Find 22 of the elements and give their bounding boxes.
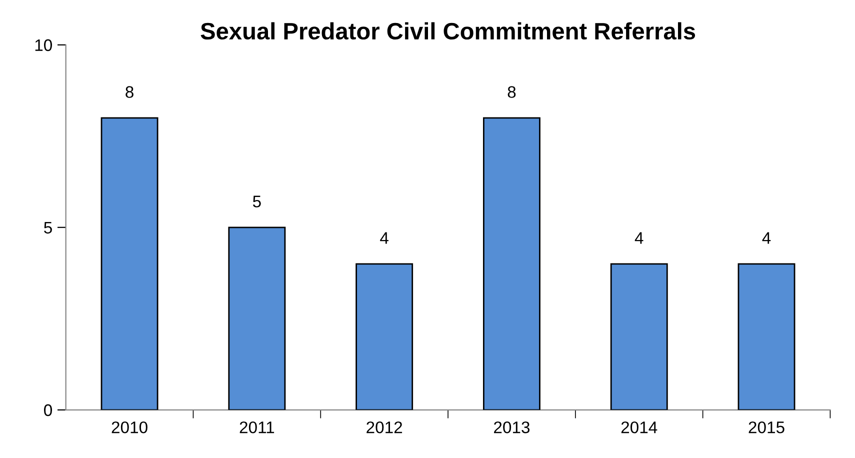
bar xyxy=(482,117,540,410)
bar xyxy=(738,263,796,410)
bar xyxy=(228,226,286,410)
x-tick-label: 2013 xyxy=(494,421,530,434)
data-label: 4 xyxy=(380,232,388,244)
data-label: 4 xyxy=(634,232,644,244)
data-label: 5 xyxy=(252,196,261,208)
y-tick-label: 10 xyxy=(35,39,52,52)
data-label: 8 xyxy=(126,86,134,98)
y-tick-label: 5 xyxy=(44,222,52,234)
data-label: 8 xyxy=(508,86,516,98)
x-tick-label: 2010 xyxy=(112,421,148,434)
x-tick-label: 2015 xyxy=(748,421,784,434)
bar xyxy=(356,263,414,410)
chart-title: Sexual Predator Civil Commitment Referrals xyxy=(200,22,696,40)
bar xyxy=(100,117,158,410)
data-label: 4 xyxy=(762,232,771,244)
x-tick-label: 2014 xyxy=(621,421,658,434)
x-tick-label: 2012 xyxy=(366,421,402,434)
x-tick-label: 2011 xyxy=(240,421,274,434)
bar xyxy=(610,263,668,410)
y-tick-label: 0 xyxy=(44,404,52,416)
